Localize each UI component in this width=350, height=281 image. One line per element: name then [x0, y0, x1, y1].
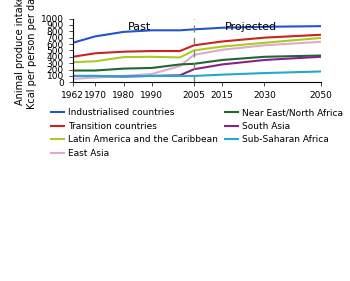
Transition countries — [192, 44, 196, 47]
Sub-Saharan Africa — [93, 74, 97, 78]
Sub-Saharan Africa — [71, 74, 75, 78]
Latin America and the Caribbean — [319, 36, 323, 40]
Near East/North Africa — [149, 66, 154, 70]
Near East/North Africa — [93, 69, 97, 72]
Near East/North Africa — [121, 67, 126, 70]
Industrialised countries — [220, 26, 224, 30]
Industrialised countries — [71, 41, 75, 44]
Transition countries — [262, 36, 267, 39]
East Asia — [149, 72, 154, 76]
South Asia — [192, 67, 196, 71]
Near East/North Africa — [220, 58, 224, 62]
Near East/North Africa — [262, 55, 267, 58]
Sub-Saharan Africa — [262, 71, 267, 75]
Industrialised countries — [149, 29, 154, 32]
South Asia — [178, 74, 182, 77]
South Asia — [220, 63, 224, 66]
Industrialised countries — [178, 29, 182, 32]
Near East/North Africa — [178, 63, 182, 66]
Latin America and the Caribbean — [93, 60, 97, 63]
Transition countries — [121, 50, 126, 53]
Latin America and the Caribbean — [192, 49, 196, 52]
Line: Latin America and the Caribbean: Latin America and the Caribbean — [73, 38, 321, 62]
Line: Sub-Saharan Africa: Sub-Saharan Africa — [73, 71, 321, 76]
Line: East Asia: East Asia — [73, 42, 321, 79]
Transition countries — [149, 49, 154, 53]
Near East/North Africa — [319, 54, 323, 57]
Sub-Saharan Africa — [319, 70, 323, 73]
Sub-Saharan Africa — [178, 74, 182, 78]
Transition countries — [93, 52, 97, 55]
Sub-Saharan Africa — [220, 73, 224, 76]
Latin America and the Caribbean — [220, 45, 224, 48]
Industrialised countries — [262, 25, 267, 28]
Industrialised countries — [319, 24, 323, 28]
Transition countries — [178, 49, 182, 53]
East Asia — [178, 64, 182, 68]
South Asia — [71, 74, 75, 78]
Line: South Asia: South Asia — [73, 57, 321, 77]
Latin America and the Caribbean — [178, 56, 182, 59]
South Asia — [319, 55, 323, 58]
Latin America and the Caribbean — [262, 41, 267, 44]
Line: Near East/North Africa: Near East/North Africa — [73, 56, 321, 71]
East Asia — [121, 74, 126, 78]
Industrialised countries — [93, 35, 97, 38]
Industrialised countries — [121, 30, 126, 34]
East Asia — [220, 48, 224, 51]
South Asia — [262, 58, 267, 62]
Latin America and the Caribbean — [71, 60, 75, 64]
Latin America and the Caribbean — [149, 55, 154, 58]
Transition countries — [71, 55, 75, 58]
Y-axis label: Animal produce intake
Kcal per person per day: Animal produce intake Kcal per person pe… — [15, 0, 37, 109]
Industrialised countries — [192, 28, 196, 31]
South Asia — [149, 74, 154, 78]
Near East/North Africa — [71, 69, 75, 72]
Sub-Saharan Africa — [121, 74, 126, 78]
Legend: Industrialised countries, Transition countries, Latin America and the Caribbean,: Industrialised countries, Transition cou… — [47, 105, 346, 162]
East Asia — [93, 76, 97, 79]
Sub-Saharan Africa — [149, 74, 154, 78]
Transition countries — [220, 40, 224, 43]
South Asia — [93, 74, 97, 78]
Sub-Saharan Africa — [192, 74, 196, 78]
East Asia — [192, 53, 196, 56]
Transition countries — [319, 33, 323, 37]
Line: Transition countries: Transition countries — [73, 35, 321, 57]
Text: Past: Past — [128, 22, 152, 32]
Latin America and the Caribbean — [121, 55, 126, 59]
Text: Projected: Projected — [225, 22, 278, 32]
East Asia — [262, 44, 267, 47]
Line: Industrialised countries: Industrialised countries — [73, 26, 321, 43]
East Asia — [71, 77, 75, 80]
East Asia — [319, 40, 323, 44]
South Asia — [121, 75, 126, 78]
Near East/North Africa — [192, 62, 196, 65]
